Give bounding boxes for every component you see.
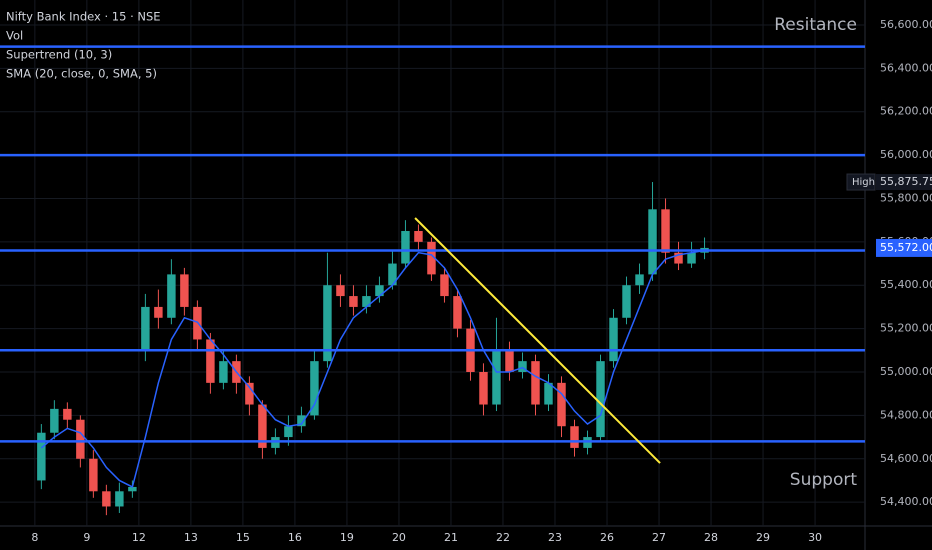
candle-body (206, 339, 215, 383)
last-price: 55,572.00 (880, 241, 932, 254)
candle-body (219, 361, 228, 383)
y-tick-label: 55,800.00 (880, 191, 932, 204)
candle-body (284, 426, 293, 438)
candle-body (362, 296, 371, 307)
candle-body (687, 252, 696, 264)
candle-body (128, 486, 137, 492)
legend-item: Supertrend (10, 3) (6, 48, 112, 62)
chart-title: Nifty Bank Index · 15 · NSE (6, 10, 161, 24)
x-tick-label: 19 (340, 531, 354, 544)
last-price-bg (876, 238, 932, 257)
candle-body (258, 404, 267, 448)
candle-body (570, 426, 579, 448)
candle-body (544, 382, 553, 405)
x-tick-label: 28 (704, 531, 718, 544)
candle-body (674, 252, 683, 264)
candle-body (297, 415, 306, 427)
candle-body (609, 317, 618, 362)
candle-body (50, 408, 59, 433)
candle-body (167, 274, 176, 318)
candle-body (479, 371, 488, 405)
candle-body (661, 209, 670, 253)
y-tick-label: 54,400.00 (880, 495, 932, 508)
high-value-bg (876, 174, 932, 191)
high-tag-text: High (852, 177, 875, 188)
y-tick-label: 56,000.00 (880, 148, 932, 161)
high-value: 55,875.75 (880, 175, 932, 188)
candle-body (323, 285, 332, 362)
y-tick-label: 54,800.00 (880, 408, 932, 421)
x-tick-label: 9 (83, 531, 90, 544)
candle-body (102, 491, 111, 507)
candle-body (349, 296, 358, 307)
x-tick-label: 12 (132, 531, 146, 544)
sma-line (40, 249, 705, 489)
candle-body (37, 432, 46, 481)
candle-body (505, 350, 514, 372)
x-tick-label: 20 (392, 531, 406, 544)
candle-body (89, 458, 98, 492)
overlay (0, 45, 865, 464)
x-tick-label: 29 (756, 531, 770, 544)
candle-body (440, 274, 449, 297)
candle-body (453, 296, 462, 329)
candle-body (180, 274, 189, 307)
x-tick-label: 15 (236, 531, 250, 544)
x-tick-label: 26 (600, 531, 614, 544)
legend-item: SMA (20, close, 0, SMA, 5) (6, 67, 157, 81)
y-tick-label: 55,200.00 (880, 322, 932, 335)
y-tick-label: 55,000.00 (880, 365, 932, 378)
support-label: Support (790, 470, 858, 490)
candle-body (336, 285, 345, 297)
candle-body (141, 306, 150, 351)
x-tick-label: 21 (444, 531, 458, 544)
x-tick-label: 13 (184, 531, 198, 544)
candle-body (531, 361, 540, 405)
candle-body (648, 209, 657, 275)
candle-body (622, 285, 631, 318)
y-tick-label: 56,400.00 (880, 61, 932, 74)
candle-body (388, 263, 397, 286)
candle-body (375, 285, 384, 297)
candle-body (518, 361, 527, 372)
candle-body (76, 419, 85, 459)
x-tick-label: 27 (652, 531, 666, 544)
candle-body (427, 241, 436, 275)
x-tick-label: 16 (288, 531, 302, 544)
x-tick-label: 30 (808, 531, 822, 544)
candle-body (596, 361, 605, 438)
candle-body (414, 231, 423, 242)
candle-body (310, 361, 319, 416)
high-tag-bg (846, 173, 876, 191)
candle-body (63, 408, 72, 420)
candle-body (492, 350, 501, 405)
trendline (414, 217, 661, 464)
candle-body (115, 491, 124, 507)
legend-item: Vol (6, 29, 23, 43)
candle-body (245, 382, 254, 405)
y-tick-label: 55,400.00 (880, 278, 932, 291)
y-tick-label: 56,200.00 (880, 105, 932, 118)
resistance-label: Resitance (774, 15, 857, 35)
y-tick-label: 54,600.00 (880, 452, 932, 465)
x-tick-label: 8 (31, 531, 38, 544)
candle-body (635, 274, 644, 286)
x-tick-label: 23 (548, 531, 562, 544)
candle-body (154, 306, 163, 318)
candle-body (557, 382, 566, 427)
x-tick-label: 22 (496, 531, 510, 544)
y-tick-label: 56,600.00 (880, 18, 932, 31)
candle-body (401, 231, 410, 264)
